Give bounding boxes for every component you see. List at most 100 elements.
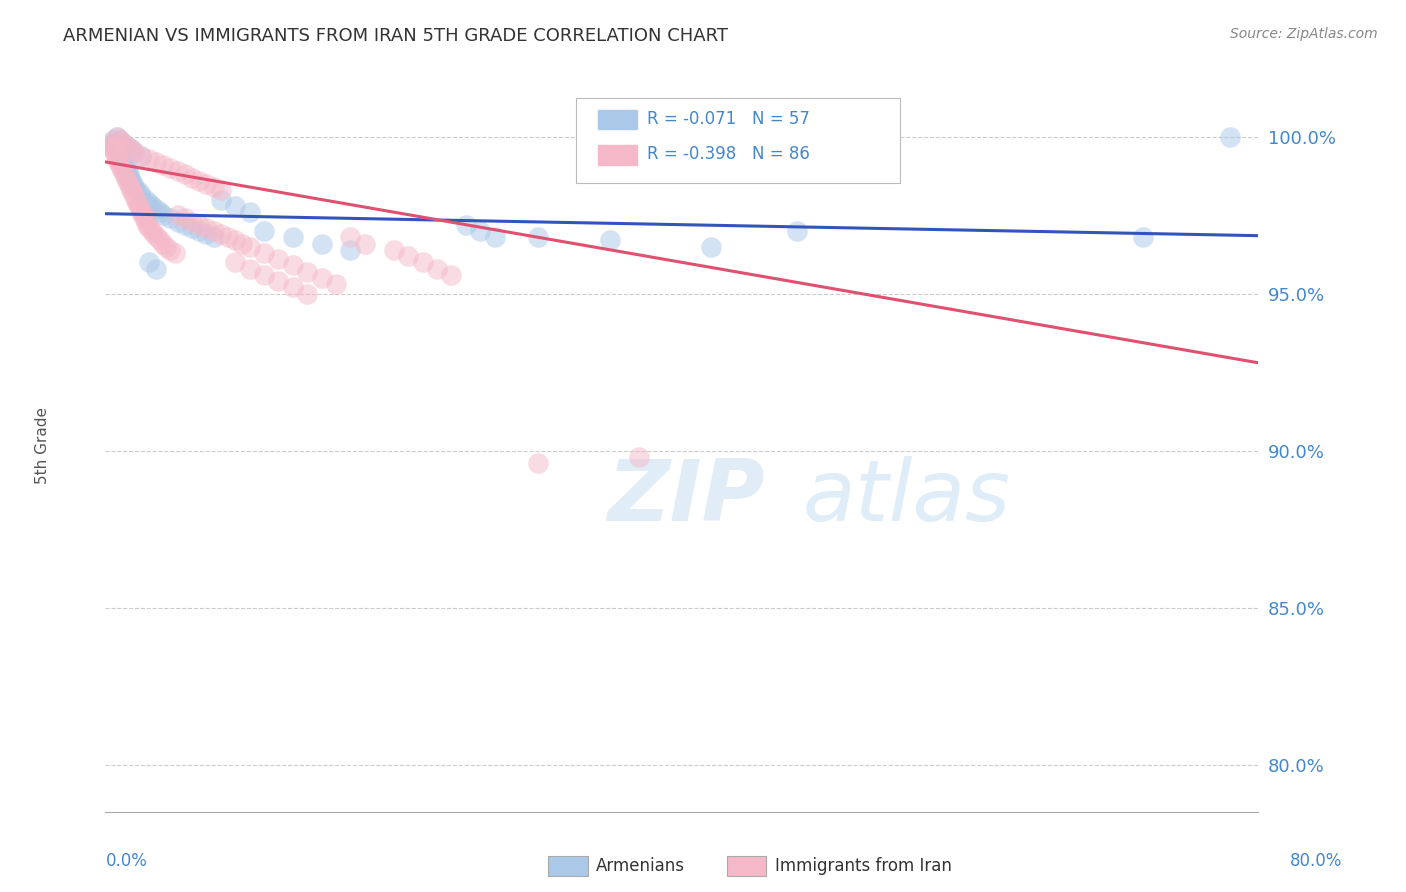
Point [101, 142, 124, 156]
Point [195, 227, 218, 241]
Point [239, 240, 262, 254]
Point [454, 218, 477, 232]
Point [325, 277, 347, 292]
Point [145, 155, 167, 169]
Point [173, 168, 195, 182]
Point [339, 230, 361, 244]
Point [98, 139, 121, 153]
Point [1219, 129, 1241, 144]
Point [239, 261, 262, 276]
Point [440, 268, 463, 282]
Point [188, 224, 211, 238]
Point [118, 170, 141, 185]
Point [173, 218, 195, 232]
Point [152, 158, 174, 172]
Point [253, 224, 276, 238]
Point [159, 243, 181, 257]
Point [281, 280, 304, 294]
Text: Source: ZipAtlas.com: Source: ZipAtlas.com [1230, 27, 1378, 41]
Point [484, 230, 506, 244]
Point [339, 243, 361, 257]
Point [112, 168, 135, 182]
Point [108, 148, 131, 162]
Text: Armenians: Armenians [596, 857, 685, 875]
Text: 5th Grade: 5th Grade [35, 408, 49, 484]
Point [115, 139, 138, 153]
Point [138, 220, 160, 235]
Point [120, 183, 142, 197]
Point [166, 164, 188, 178]
Point [195, 220, 218, 235]
Point [155, 240, 177, 254]
Point [105, 129, 128, 144]
Point [224, 199, 246, 213]
Point [100, 139, 122, 153]
Point [138, 255, 160, 269]
Point [253, 246, 276, 260]
Point [110, 152, 132, 166]
Point [103, 145, 125, 160]
Point [127, 183, 149, 197]
Point [527, 456, 550, 470]
Point [163, 246, 186, 260]
Point [145, 261, 167, 276]
Point [114, 170, 136, 185]
Point [281, 259, 304, 273]
Text: 80.0%: 80.0% [1291, 852, 1343, 870]
Point [124, 180, 146, 194]
Point [135, 214, 157, 228]
Point [115, 174, 138, 188]
Point [267, 274, 290, 288]
Point [131, 205, 153, 219]
Point [105, 152, 128, 166]
Point [101, 133, 124, 147]
Text: atlas: atlas [803, 456, 1011, 539]
Point [107, 155, 129, 169]
Point [98, 136, 121, 150]
Point [426, 261, 449, 276]
Point [627, 450, 650, 464]
Point [131, 148, 153, 162]
Point [202, 230, 225, 244]
Point [166, 208, 188, 222]
Point [267, 252, 290, 267]
Point [143, 227, 166, 241]
Point [141, 224, 163, 238]
Point [152, 236, 174, 251]
Point [129, 186, 152, 201]
Text: ARMENIAN VS IMMIGRANTS FROM IRAN 5TH GRADE CORRELATION CHART: ARMENIAN VS IMMIGRANTS FROM IRAN 5TH GRA… [63, 27, 728, 45]
Point [136, 218, 159, 232]
Point [224, 233, 246, 247]
Point [115, 164, 138, 178]
Point [115, 139, 138, 153]
Point [120, 142, 142, 156]
Point [125, 193, 148, 207]
Point [166, 214, 188, 228]
Point [108, 133, 131, 147]
Point [180, 214, 204, 228]
Point [120, 174, 142, 188]
Point [121, 177, 143, 191]
Point [117, 168, 139, 182]
Point [231, 236, 253, 251]
Point [281, 230, 304, 244]
Point [209, 193, 232, 207]
Point [209, 183, 232, 197]
Point [396, 249, 419, 263]
Point [108, 158, 131, 172]
Point [111, 136, 134, 150]
Point [111, 136, 134, 150]
Point [159, 161, 181, 176]
Point [1132, 230, 1154, 244]
Point [354, 236, 377, 251]
Point [382, 243, 405, 257]
Point [195, 177, 218, 191]
Point [411, 255, 433, 269]
Point [311, 271, 333, 285]
Point [786, 224, 808, 238]
Point [120, 142, 142, 156]
Text: Immigrants from Iran: Immigrants from Iran [775, 857, 952, 875]
Point [108, 133, 131, 147]
Text: R = -0.398   N = 86: R = -0.398 N = 86 [647, 145, 810, 163]
Point [124, 145, 146, 160]
